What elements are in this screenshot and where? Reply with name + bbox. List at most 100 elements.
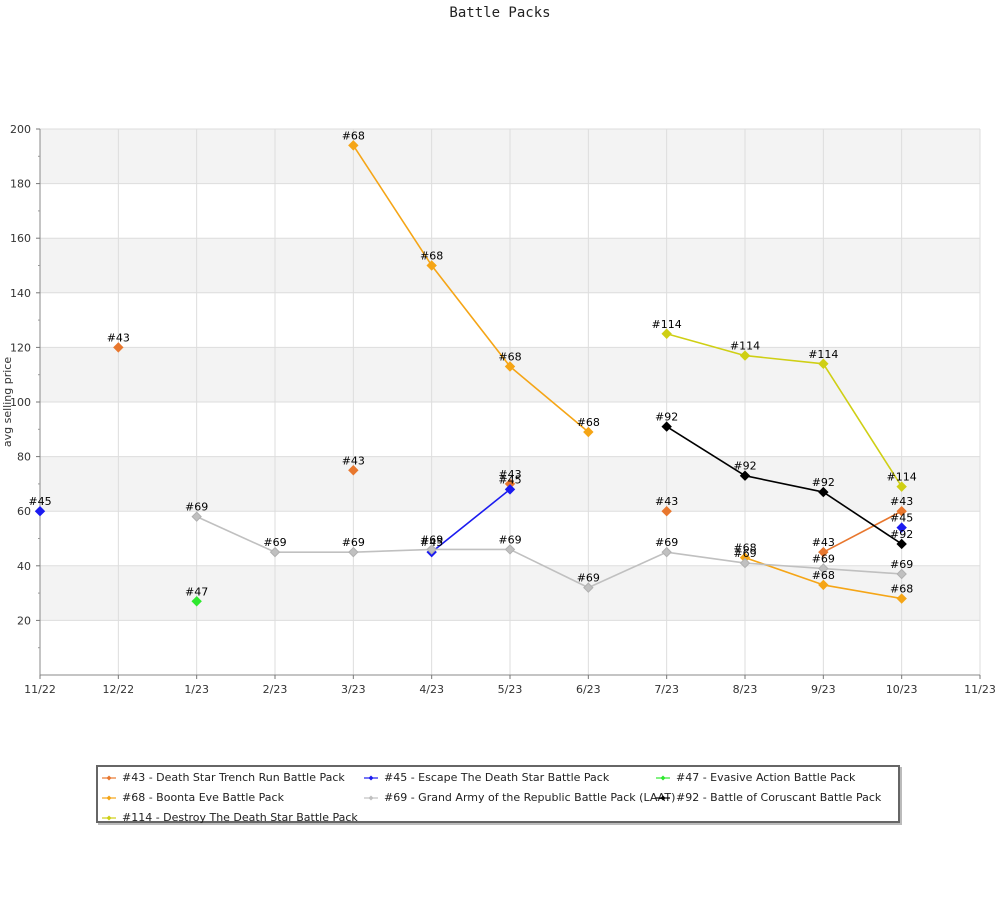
data-point-marker bbox=[191, 596, 202, 607]
legend-item: #68 - Boonta Eve Battle Pack bbox=[102, 791, 284, 805]
x-tick-label: 12/22 bbox=[102, 683, 134, 696]
data-point-marker bbox=[113, 342, 124, 353]
data-point-label: #92 bbox=[812, 476, 835, 489]
x-tick-label: 1/23 bbox=[184, 683, 209, 696]
data-point-label: #69 bbox=[498, 533, 521, 546]
legend-label: #45 - Escape The Death Star Battle Pack bbox=[384, 771, 610, 784]
y-tick-label: 40 bbox=[17, 560, 31, 573]
data-point-marker bbox=[661, 328, 672, 339]
data-point-marker bbox=[896, 593, 907, 604]
data-point-marker bbox=[818, 358, 829, 369]
series-line-segment bbox=[588, 551, 667, 589]
y-axis-label: avg selling price bbox=[1, 357, 14, 447]
y-tick-label: 100 bbox=[10, 396, 31, 409]
data-point-marker bbox=[818, 579, 829, 591]
data-point-marker bbox=[583, 426, 594, 438]
legend-label: #92 - Battle of Coruscant Battle Pack bbox=[676, 791, 882, 804]
legend-swatch bbox=[656, 771, 670, 785]
x-tick-label: 10/23 bbox=[886, 683, 918, 696]
legend-item: #114 - Destroy The Death Star Battle Pac… bbox=[102, 811, 358, 825]
data-point-label: #114 bbox=[887, 471, 917, 484]
legend-item: #92 - Battle of Coruscant Battle Pack bbox=[656, 791, 881, 805]
series-line-segment bbox=[666, 425, 746, 477]
data-point-label: #69 bbox=[577, 572, 600, 585]
data-point-label: #69 bbox=[890, 558, 913, 571]
data-point-marker bbox=[896, 538, 907, 550]
series-line-segment bbox=[823, 567, 902, 575]
data-point-marker bbox=[269, 546, 281, 558]
data-point-label: #68 bbox=[733, 542, 756, 555]
data-point-label: #114 bbox=[808, 348, 838, 361]
data-point-label: #69 bbox=[420, 533, 443, 546]
legend-label: #47 - Evasive Action Battle Pack bbox=[676, 771, 856, 784]
y-tick-label: 60 bbox=[17, 505, 31, 518]
legend-swatch bbox=[102, 771, 116, 785]
data-point-label: #69 bbox=[733, 547, 756, 560]
series-line-segment bbox=[744, 556, 824, 586]
y-tick-label: 20 bbox=[17, 614, 31, 627]
data-point-marker bbox=[348, 140, 359, 151]
series-markers bbox=[34, 140, 907, 607]
series-lines bbox=[196, 144, 903, 600]
series-line-segment bbox=[509, 548, 589, 589]
x-tick-label: 11/22 bbox=[24, 683, 56, 696]
series-line-segment bbox=[509, 365, 589, 433]
data-point-marker bbox=[661, 546, 672, 558]
x-tick-label: 5/23 bbox=[498, 683, 523, 696]
data-point-marker bbox=[348, 465, 359, 476]
series-line-segment bbox=[352, 144, 433, 266]
data-point-label: #45 bbox=[420, 536, 443, 549]
data-point-marker bbox=[191, 511, 202, 522]
point-labels: #43#43#43#43#43#43#45#45#45#45#47#68#68#… bbox=[28, 129, 916, 598]
series-line-segment bbox=[431, 488, 511, 553]
x-axis-ticks: 11/22 12/22 1/23 2/23 3/23 4/23 5/23 6/23 7/23 8/… bbox=[24, 675, 996, 696]
data-point-label: #69 bbox=[185, 501, 208, 514]
data-point-label: #43 bbox=[342, 454, 365, 467]
legend-label: #43 - Death Star Trench Run Battle Pack bbox=[122, 771, 345, 784]
data-point-label: #114 bbox=[730, 340, 760, 353]
data-point-label: #69 bbox=[342, 536, 365, 549]
x-tick-label: 11/23 bbox=[964, 683, 996, 696]
data-point-label: #68 bbox=[420, 250, 443, 263]
data-point-marker bbox=[661, 505, 672, 517]
data-point-label: #45 bbox=[890, 512, 913, 525]
data-point-label: #43 bbox=[890, 495, 913, 508]
series-line-segment bbox=[822, 363, 903, 488]
y-tick-label: 200 bbox=[10, 123, 31, 136]
legend-swatch bbox=[364, 771, 378, 785]
data-point-label: #92 bbox=[733, 460, 756, 473]
data-point-marker bbox=[896, 481, 907, 492]
series-line-segment bbox=[822, 510, 903, 553]
data-point-label: #68 bbox=[812, 569, 835, 582]
x-tick-label: 8/23 bbox=[733, 683, 758, 696]
data-point-marker bbox=[896, 505, 907, 517]
data-point-marker bbox=[504, 544, 516, 555]
series-line-segment bbox=[744, 474, 824, 493]
legend-item: #43 - Death Star Trench Run Battle Pack bbox=[102, 771, 345, 785]
y-tick-label: 140 bbox=[10, 287, 31, 300]
x-tick-label: 3/23 bbox=[341, 683, 366, 696]
data-point-marker bbox=[818, 486, 829, 498]
data-point-marker bbox=[504, 361, 516, 372]
series-line-segment bbox=[822, 491, 903, 545]
data-point-label: #43 bbox=[107, 331, 130, 344]
legend-swatch bbox=[656, 791, 670, 805]
y-tick-label: 120 bbox=[10, 341, 31, 354]
data-point-label: #69 bbox=[263, 536, 286, 549]
data-point-label: #92 bbox=[655, 411, 678, 424]
y-tick-label: 180 bbox=[10, 178, 31, 191]
data-point-marker bbox=[348, 546, 359, 558]
data-point-label: #68 bbox=[342, 129, 365, 142]
data-point-marker bbox=[739, 470, 751, 481]
x-tick-label: 6/23 bbox=[576, 683, 601, 696]
data-point-label: #92 bbox=[890, 528, 913, 541]
data-point-label: #43 bbox=[498, 468, 521, 481]
series-line-segment bbox=[431, 265, 511, 368]
data-point-marker bbox=[818, 563, 829, 574]
y-tick-label: 80 bbox=[17, 451, 31, 464]
series-line-segment bbox=[196, 515, 276, 553]
data-point-marker bbox=[583, 582, 594, 593]
chart-legend: #43 - Death Star Trench Run Battle Pack #… bbox=[96, 765, 900, 825]
y-tick-label: 160 bbox=[10, 232, 31, 245]
legend-label: #114 - Destroy The Death Star Battle Pac… bbox=[122, 811, 358, 824]
